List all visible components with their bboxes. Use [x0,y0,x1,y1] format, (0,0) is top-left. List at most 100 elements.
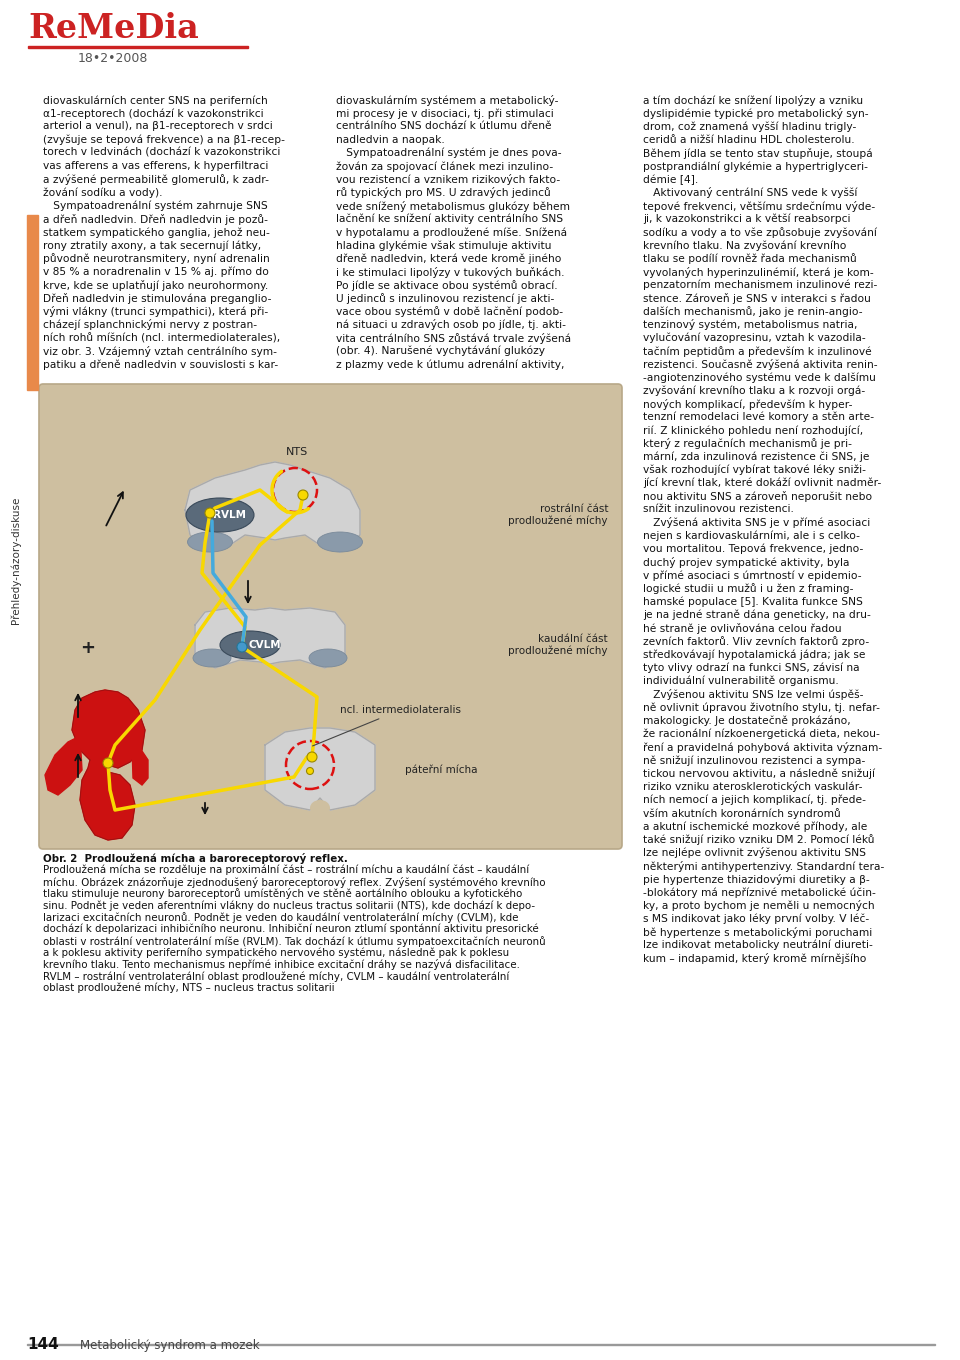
Text: rostrální část
prodloužené míchy: rostrální část prodloužené míchy [509,505,608,526]
Text: vylučování vazopresinu, vztah k vazodila-: vylučování vazopresinu, vztah k vazodila… [643,333,866,343]
Text: 144: 144 [27,1337,59,1352]
Text: nejen s kardiovaskulárními, ale i s celko-: nejen s kardiovaskulárními, ale i s celk… [643,530,860,541]
Text: vas afferens a vas efferens, k hyperfiltraci: vas afferens a vas efferens, k hyperfilt… [43,160,269,171]
Text: Po jídle se aktivace obou systémů obrací.: Po jídle se aktivace obou systémů obrací… [336,280,558,291]
Text: mární, zda inzulinová rezistence či SNS, je: mární, zda inzulinová rezistence či SNS,… [643,452,870,462]
Text: Sympatoadrenální systém je dnes pova-: Sympatoadrenální systém je dnes pova- [336,148,562,158]
Text: který z regulačních mechanismů je pri-: který z regulačních mechanismů je pri- [643,438,852,449]
Polygon shape [132,745,148,785]
Ellipse shape [220,631,280,660]
Text: RVLM – rostrální ventrolaterální oblast prodloužené míchy, CVLM – kaudální ventr: RVLM – rostrální ventrolaterální oblast … [43,971,509,982]
Text: vším akutních koronárních syndromů: vším akutních koronárních syndromů [643,808,841,819]
Text: páteřní mícha: páteřní mícha [405,764,477,775]
Text: larizaci excitačních neuronů. Podnět je veden do kaudální ventrolaterální míchy : larizaci excitačních neuronů. Podnět je … [43,913,518,923]
Text: CVLM: CVLM [249,641,281,650]
Text: U jedinců s inzulinovou rezistencí je akti-: U jedinců s inzulinovou rezistencí je ak… [336,292,554,303]
Text: ření a pravidelná pohybová aktivita význam-: ření a pravidelná pohybová aktivita význ… [643,741,882,753]
Circle shape [306,767,314,774]
Text: nou aktivitu SNS a zároveň neporušit nebo: nou aktivitu SNS a zároveň neporušit neb… [643,491,872,502]
Text: torech v ledvinách (dochází k vazokonstrikci: torech v ledvinách (dochází k vazokonstr… [43,148,280,158]
Polygon shape [45,736,82,796]
Text: lačnění ke snížení aktivity centrálního SNS: lačnění ke snížení aktivity centrálního … [336,214,564,224]
Text: hamské populace [5]. Kvalita funkce SNS: hamské populace [5]. Kvalita funkce SNS [643,597,863,607]
Text: Během jídla se tento stav stupňuje, stoupá: Během jídla se tento stav stupňuje, stou… [643,148,873,159]
Text: riziko vzniku aterosklerotických vaskulár-: riziko vzniku aterosklerotických vaskulá… [643,782,862,793]
Text: hé straně je ovlivňována celou řadou: hé straně je ovlivňována celou řadou [643,623,842,634]
Text: duchý projev sympatické aktivity, byla: duchý projev sympatické aktivity, byla [643,558,850,568]
Text: v přímé asociaci s úmrtností v epidemio-: v přímé asociaci s úmrtností v epidemio- [643,570,862,581]
Ellipse shape [310,800,330,816]
Text: ních nemocí a jejich komplikací, tj. přede-: ních nemocí a jejich komplikací, tj. pře… [643,794,866,805]
Text: v hypotalamu a prodloužené míše. Snížená: v hypotalamu a prodloužené míše. Snížená [336,227,567,238]
Text: postprandiální glykémie a hypertriglyceri-: postprandiální glykémie a hypertriglycer… [643,160,868,171]
Text: kaudální část
prodloužené míchy: kaudální část prodloužené míchy [509,634,608,656]
Text: vace obou systémů v době lačnění podob-: vace obou systémů v době lačnění podob- [336,306,564,317]
Text: zvyšování krevního tlaku a k rozvoji orgá-: zvyšování krevního tlaku a k rozvoji org… [643,385,865,396]
Text: ceridů a nižší hladinu HDL cholesterolu.: ceridů a nižší hladinu HDL cholesterolu. [643,135,854,144]
Text: viz obr. 3. Vzájemný vztah centrálního sym-: viz obr. 3. Vzájemný vztah centrálního s… [43,345,277,356]
Ellipse shape [309,649,347,666]
Text: dyslipidémie typické pro metabolický syn-: dyslipidémie typické pro metabolický syn… [643,109,869,120]
Text: ně ovlivnit úpravou životního stylu, tj. nefar-: ně ovlivnit úpravou životního stylu, tj.… [643,702,880,713]
Text: démie [4].: démie [4]. [643,174,698,185]
Text: sodíku a vody a to vše způsobuje zvyšování: sodíku a vody a to vše způsobuje zvyšová… [643,227,876,238]
Text: makologicky. Je dostatečně prokázáno,: makologicky. Je dostatečně prokázáno, [643,715,851,726]
Text: ReMeDia: ReMeDia [28,12,199,45]
Text: krevního tlaku. Na zvyšování krevního: krevního tlaku. Na zvyšování krevního [643,241,847,250]
Circle shape [298,490,308,500]
Bar [27,215,38,390]
Text: oblast prodloužené míchy, NTS – nucleus tractus solitarii: oblast prodloužené míchy, NTS – nucleus … [43,983,334,993]
Text: tlaku stimuluje neurony baroreceptorů umístěných ve stěně aortálního oblouku a k: tlaku stimuluje neurony baroreceptorů um… [43,888,522,899]
Circle shape [103,758,113,768]
Text: nových komplikací, především k hyper-: nových komplikací, především k hyper- [643,398,852,409]
Text: původně neurotransmitery, nyní adrenalin: původně neurotransmitery, nyní adrenalin [43,253,270,264]
Text: ních rohů míšních (ncl. intermediolaterales),: ních rohů míšních (ncl. intermediolatera… [43,333,280,343]
Text: a k poklesu aktivity periferního sympatického nervového systému, následně pak k : a k poklesu aktivity periferního sympati… [43,948,509,957]
Polygon shape [265,728,375,811]
Text: tepové frekvenci, většímu srdečnímu výde-: tepové frekvenci, většímu srdečnímu výde… [643,200,876,212]
Polygon shape [185,462,360,552]
Text: Dřeň nadledvin je stimulována preganglio-: Dřeň nadledvin je stimulována preganglio… [43,292,272,305]
Text: vita centrálního SNS zůstává trvale zvýšená: vita centrálního SNS zůstává trvale zvýš… [336,333,571,344]
Ellipse shape [193,649,231,666]
Text: středkovávají hypotalamická jádra; jak se: středkovávají hypotalamická jádra; jak s… [643,650,866,660]
Text: a dřeň nadledvin. Dřeň nadledvin je pozů-: a dřeň nadledvin. Dřeň nadledvin je pozů… [43,214,268,224]
Text: krve, kde se uplatňují jako neurohormony.: krve, kde se uplatňují jako neurohormony… [43,280,268,291]
Text: snížit inzulinovou rezistenci.: snížit inzulinovou rezistenci. [643,505,794,514]
Text: tenzní remodelaci levé komory a stěn arte-: tenzní remodelaci levé komory a stěn art… [643,412,875,423]
Text: míchu. Obrázek znázorňuje zjednodušený baroreceptorový reflex. Zvýšení systémové: míchu. Obrázek znázorňuje zjednodušený b… [43,877,545,888]
Text: je na jedné straně dána geneticky, na dru-: je na jedné straně dána geneticky, na dr… [643,609,871,620]
Text: NTS: NTS [286,447,308,457]
Text: vyvolaných hyperinzulinémií, která je kom-: vyvolaných hyperinzulinémií, která je ko… [643,267,874,277]
Text: sinu. Podnět je veden aferentními vlákny do nucleus tractus solitarii (NTS), kde: sinu. Podnět je veden aferentními vlákny… [43,900,535,911]
Text: a tím dochází ke snížení lipolýzy a vzniku: a tím dochází ke snížení lipolýzy a vzni… [643,95,863,106]
Text: penzatorním mechanismem inzulinové rezi-: penzatorním mechanismem inzulinové rezi- [643,280,877,290]
Text: stence. Zároveň je SNS v interakci s řadou: stence. Zároveň je SNS v interakci s řad… [643,292,871,305]
Text: mi procesy je v disociaci, tj. při stimulaci: mi procesy je v disociaci, tj. při stimu… [336,109,554,118]
Text: tenzinový systém, metabolismus natria,: tenzinový systém, metabolismus natria, [643,320,857,330]
Polygon shape [72,690,145,840]
Text: z plazmy vede k útlumu adrenální aktivity,: z plazmy vede k útlumu adrenální aktivit… [336,359,564,370]
Text: a zvýšené permeabilitě glomerulů, k zadr-: a zvýšené permeabilitě glomerulů, k zadr… [43,174,269,185]
Text: žován za spojovací článek mezi inzulino-: žován za spojovací článek mezi inzulino- [336,160,553,171]
Text: žování sodíku a vody).: žování sodíku a vody). [43,188,162,199]
Text: individuální vulnerabilitě organismu.: individuální vulnerabilitě organismu. [643,676,839,687]
Text: RVLM: RVLM [213,510,247,520]
Text: centrálního SNS dochází k útlumu dřeně: centrálního SNS dochází k útlumu dřeně [336,121,552,132]
Text: rony ztratily axony, a tak secernují látky,: rony ztratily axony, a tak secernují lát… [43,241,261,250]
Text: ně snižují inzulinovou rezistenci a sympa-: ně snižují inzulinovou rezistenci a symp… [643,755,865,766]
Text: v 85 % a noradrenalin v 15 % aj. přímo do: v 85 % a noradrenalin v 15 % aj. přímo d… [43,267,269,277]
Text: ji, k vazokonstrikci a k větší reabsorpci: ji, k vazokonstrikci a k větší reabsorpc… [643,214,851,224]
Text: s MS indikovat jako léky první volby. V léč-: s MS indikovat jako léky první volby. V … [643,914,869,923]
Text: však rozhodující vybírat takové léky sniži-: však rozhodující vybírat takové léky sni… [643,465,866,475]
Circle shape [205,509,215,518]
FancyBboxPatch shape [39,384,622,849]
Text: lze indikovat metabolicky neutrální diureti-: lze indikovat metabolicky neutrální diur… [643,940,873,951]
Text: vou rezistencí a vznikem rizikových fakto-: vou rezistencí a vznikem rizikových fakt… [336,174,561,185]
Text: dřeně nadledvin, která vede kromě jiného: dřeně nadledvin, která vede kromě jiného [336,253,562,264]
Text: Sympatoadrenální systém zahrnuje SNS: Sympatoadrenální systém zahrnuje SNS [43,200,268,211]
Text: rů typických pro MS. U zdravých jedinců: rů typických pro MS. U zdravých jedinců [336,188,551,199]
Text: α1-receptorech (dochází k vazokonstrikci: α1-receptorech (dochází k vazokonstrikci [43,109,264,118]
Text: ky, a proto bychom je neměli u nemocných: ky, a proto bychom je neměli u nemocných [643,900,875,911]
Text: tlaku se podílí rovněž řada mechanismů: tlaku se podílí rovněž řada mechanismů [643,253,856,264]
